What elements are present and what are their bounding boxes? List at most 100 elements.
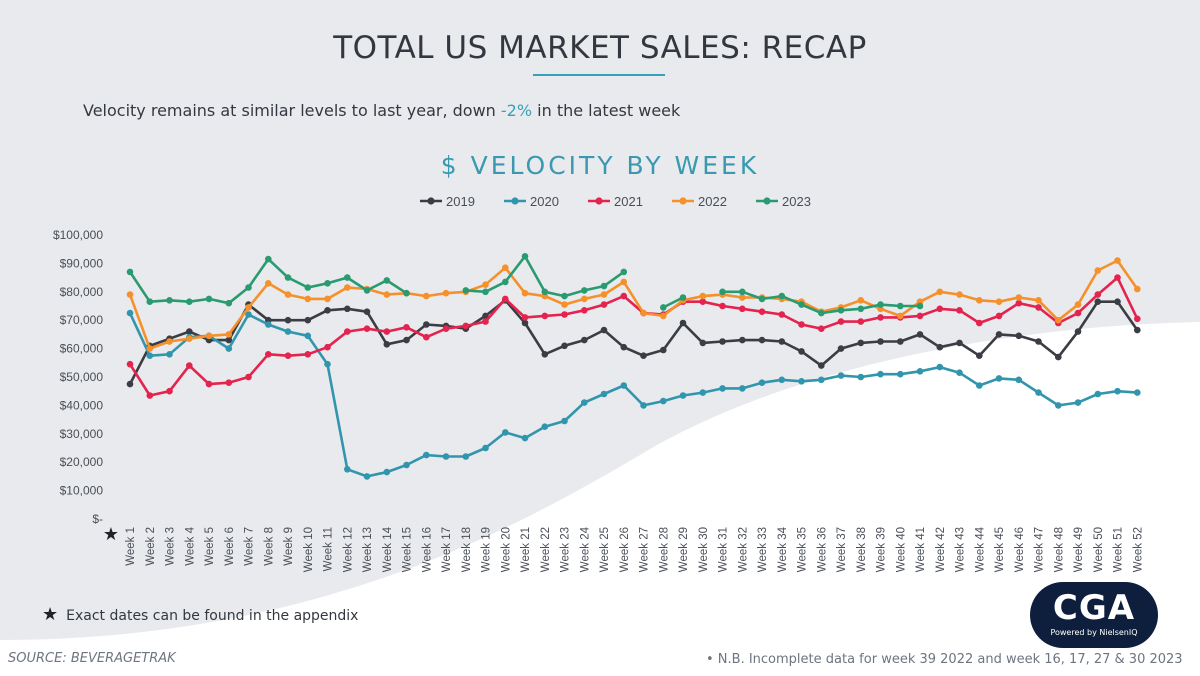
legend-item-2022: 2022 bbox=[672, 194, 727, 209]
footnote: • N.B. Incomplete data for week 39 2022 … bbox=[706, 652, 1183, 667]
data-point-2021 bbox=[442, 325, 450, 333]
data-point-2022 bbox=[1015, 294, 1023, 301]
data-point-2020 bbox=[699, 389, 707, 396]
data-point-2020 bbox=[324, 360, 331, 368]
data-point-2020 bbox=[581, 399, 588, 406]
data-point-2021 bbox=[146, 392, 154, 399]
data-point-2022 bbox=[857, 297, 865, 304]
data-point-2022 bbox=[936, 288, 944, 296]
legend-item-2020: 2020 bbox=[504, 194, 559, 209]
data-point-2020 bbox=[403, 461, 410, 469]
series-2019 bbox=[126, 297, 1141, 388]
data-point-2019 bbox=[304, 316, 312, 324]
data-point-2023 bbox=[541, 288, 549, 296]
x-tick-label: Week 7 bbox=[244, 527, 256, 566]
data-point-2020 bbox=[758, 379, 766, 387]
data-point-2022 bbox=[442, 289, 450, 297]
data-point-2023 bbox=[739, 288, 746, 296]
legend-label: 2019 bbox=[446, 194, 475, 209]
data-point-2020 bbox=[1114, 387, 1121, 395]
x-tick-label: Week 17 bbox=[441, 527, 453, 572]
subtitle-highlight: -2% bbox=[500, 101, 533, 120]
x-tick-label: Week 1 bbox=[125, 527, 137, 566]
data-point-2021 bbox=[995, 312, 1003, 320]
data-point-2023 bbox=[324, 280, 331, 287]
data-point-2022 bbox=[304, 295, 312, 303]
data-point-2021 bbox=[502, 295, 509, 303]
data-point-2019 bbox=[798, 348, 805, 355]
x-tick-label: Week 19 bbox=[481, 527, 493, 572]
x-tick-label: Week 26 bbox=[619, 527, 631, 572]
appendix-note: ★ Exact dates can be found in the appendi… bbox=[42, 604, 358, 625]
data-point-2022 bbox=[640, 309, 647, 317]
data-point-2020 bbox=[363, 473, 371, 480]
data-point-2021 bbox=[1035, 304, 1042, 311]
data-point-2021 bbox=[284, 352, 292, 360]
data-point-2020 bbox=[245, 311, 252, 318]
data-point-2023 bbox=[363, 287, 371, 294]
data-point-2022 bbox=[205, 332, 213, 340]
data-point-2020 bbox=[798, 378, 805, 385]
legend-item-2023: 2023 bbox=[756, 194, 811, 209]
x-tick-label: Week 14 bbox=[382, 526, 394, 572]
data-point-2020 bbox=[344, 466, 351, 473]
data-point-2021 bbox=[976, 319, 983, 327]
x-tick-label: Week 22 bbox=[540, 527, 552, 572]
data-point-2020 bbox=[521, 434, 529, 442]
y-tick-label: $10,000 bbox=[60, 484, 104, 498]
data-point-2021 bbox=[541, 312, 549, 320]
x-tick-label: Week 51 bbox=[1113, 527, 1125, 572]
data-point-2019 bbox=[719, 338, 726, 345]
data-point-2023 bbox=[502, 278, 509, 286]
data-point-2023 bbox=[620, 268, 628, 276]
data-point-2021 bbox=[739, 305, 746, 313]
data-point-2019 bbox=[976, 352, 983, 360]
data-point-2021 bbox=[758, 308, 766, 316]
data-point-2020 bbox=[660, 397, 667, 405]
data-point-2019 bbox=[660, 346, 667, 354]
x-tick-label: Week 15 bbox=[402, 527, 414, 572]
data-point-2020 bbox=[778, 376, 786, 384]
data-point-2019 bbox=[561, 342, 568, 350]
data-point-2023 bbox=[581, 287, 588, 294]
data-point-2023 bbox=[166, 297, 173, 304]
data-point-2023 bbox=[877, 301, 884, 308]
title-underline bbox=[533, 74, 665, 76]
data-point-2021 bbox=[778, 311, 786, 318]
cga-logo: CGA Powered by NielsenIQ bbox=[1030, 582, 1158, 648]
subtitle-text-end: in the latest week bbox=[532, 101, 681, 120]
data-point-2022 bbox=[186, 335, 193, 343]
source-label: SOURCE: BEVERAGETRAK bbox=[8, 651, 176, 666]
x-tick-label: Week 35 bbox=[797, 527, 809, 572]
data-point-2019 bbox=[699, 339, 707, 347]
data-point-2019 bbox=[640, 352, 647, 360]
data-point-2020 bbox=[877, 370, 884, 378]
data-point-2022 bbox=[956, 291, 963, 298]
data-point-2020 bbox=[600, 390, 608, 398]
data-point-2019 bbox=[1134, 326, 1141, 334]
data-point-2020 bbox=[265, 321, 272, 328]
y-tick-label: $30,000 bbox=[60, 427, 104, 441]
data-point-2019 bbox=[758, 336, 766, 344]
data-point-2020 bbox=[857, 373, 865, 381]
x-tick-label: Week 52 bbox=[1132, 527, 1144, 572]
y-tick-label: $90,000 bbox=[60, 256, 104, 270]
data-point-2022 bbox=[482, 281, 489, 289]
data-point-2020 bbox=[1055, 402, 1062, 409]
data-point-2022 bbox=[620, 278, 628, 286]
series-line-2022 bbox=[128, 259, 1139, 350]
data-point-2019 bbox=[818, 362, 825, 369]
data-point-2019 bbox=[995, 331, 1003, 338]
data-point-2020 bbox=[739, 385, 746, 392]
x-axis-star-marker: ★ bbox=[103, 524, 119, 545]
x-tick-label: Week 25 bbox=[599, 527, 611, 572]
data-point-2020 bbox=[976, 382, 983, 389]
data-point-2022 bbox=[581, 295, 588, 303]
data-point-2021 bbox=[916, 312, 924, 320]
data-point-2023 bbox=[383, 277, 391, 284]
data-point-2023 bbox=[265, 255, 272, 263]
y-tick-label: $70,000 bbox=[60, 313, 104, 327]
data-point-2019 bbox=[423, 321, 430, 328]
data-point-2022 bbox=[126, 291, 134, 298]
